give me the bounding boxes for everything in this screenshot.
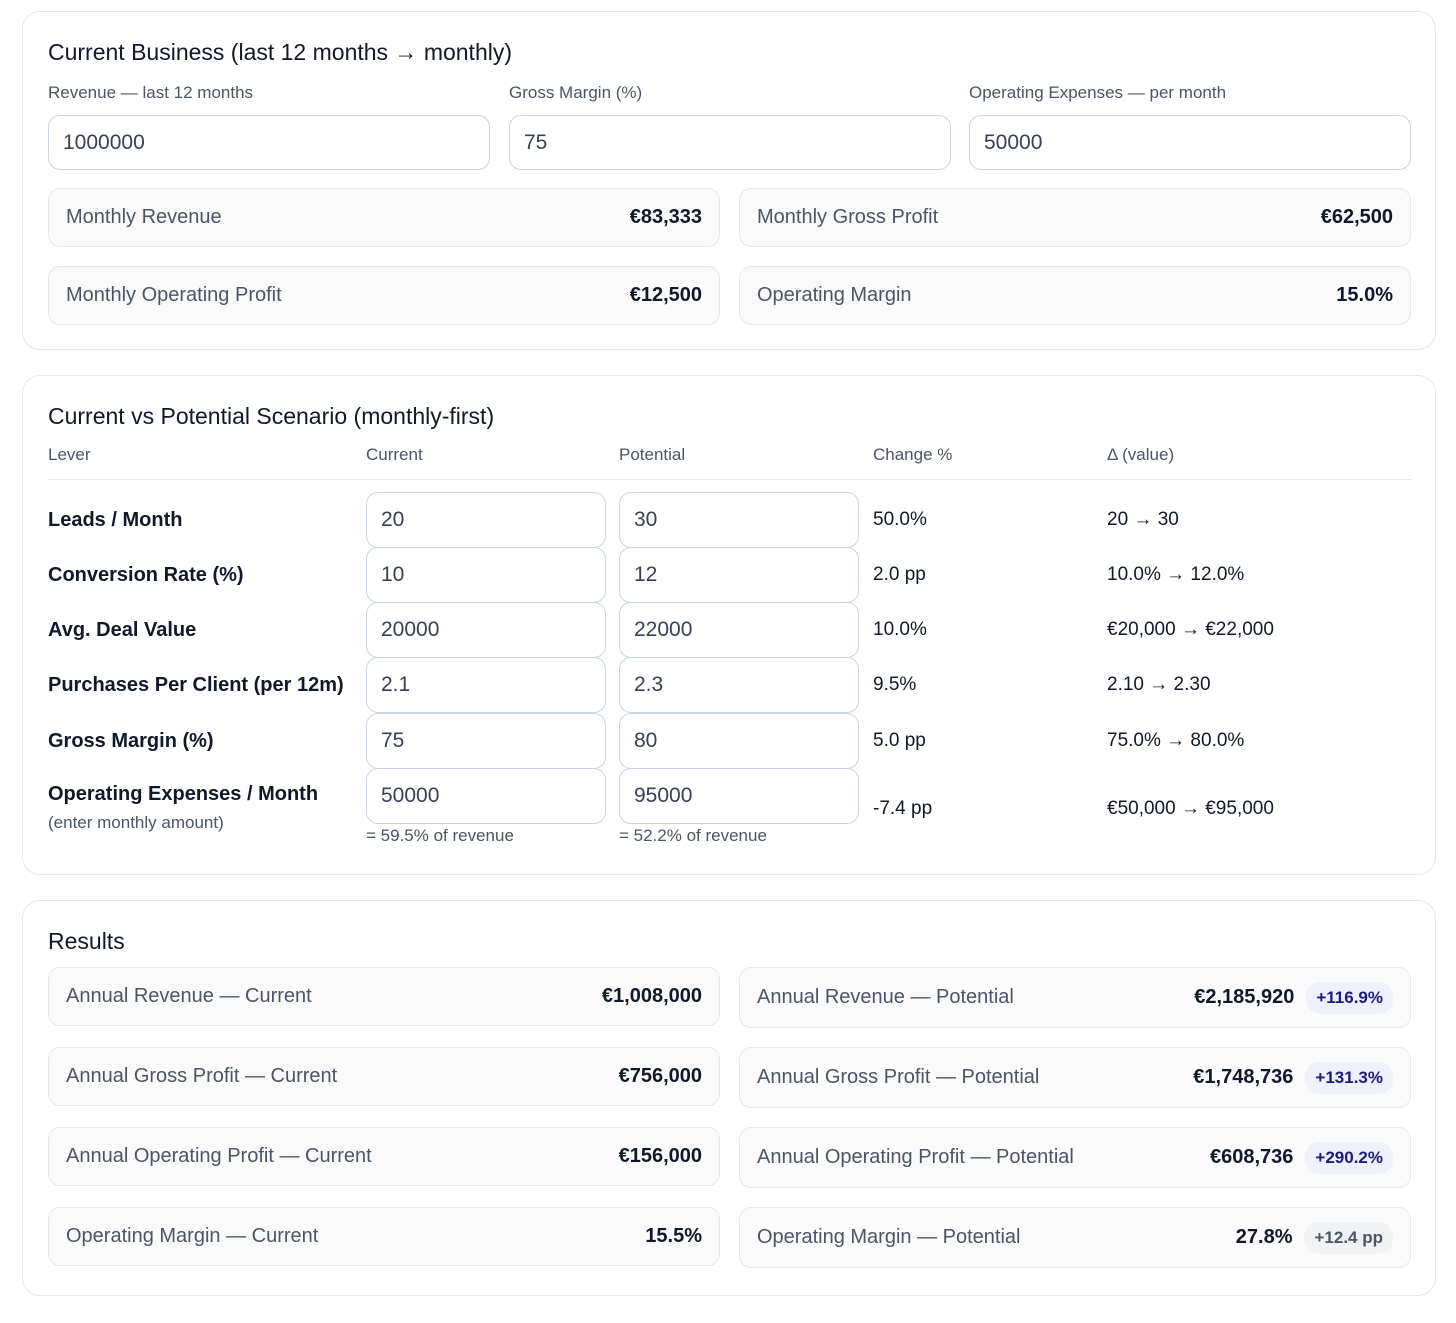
stat-label: Monthly Operating Profit (66, 284, 282, 306)
scenario-card: Current vs Potential Scenario (monthly-f… (22, 375, 1436, 875)
annual-operating-profit-current-stat: Annual Operating Profit — Current €156,0… (48, 1127, 720, 1186)
leads-potential-input[interactable] (619, 492, 859, 548)
stat-label: Operating Margin — Current (66, 1225, 319, 1247)
results-title: Results (48, 928, 125, 954)
gross-margin-change: 5.0 pp (873, 730, 926, 751)
annual-operating-profit-potential-stat: Annual Operating Profit — Potential €608… (739, 1127, 1411, 1188)
lever-operating-expenses-hint: (enter monthly amount) (48, 813, 224, 832)
results-card: Results Annual Revenue — Current €1,008,… (22, 900, 1436, 1296)
lever-purchases-per-client: Purchases Per Client (per 12m) (48, 674, 344, 696)
annual-revenue-current-stat: Annual Revenue — Current €1,008,000 (48, 967, 720, 1026)
change-badge: +131.3% (1305, 1061, 1393, 1094)
stat-value: €83,333 (629, 206, 702, 228)
conversion-potential-input[interactable] (619, 547, 859, 603)
current-business-title: Current Business (last 12 months → month… (48, 39, 513, 65)
conversion-current-input[interactable] (366, 547, 606, 603)
lever-conversion-rate: Conversion Rate (%) (48, 564, 244, 586)
stat-label: Monthly Gross Profit (757, 206, 939, 228)
gross-margin-delta: 75.0% → 80.0% (1107, 730, 1245, 751)
stat-value: 15.0% (1336, 284, 1393, 306)
stat-label: Annual Revenue — Current (66, 985, 312, 1007)
stat-value: €156,000 (618, 1145, 702, 1167)
opex-change: -7.4 pp (873, 798, 933, 819)
gross-margin-label: Gross Margin (%) (509, 83, 643, 102)
leads-current-input[interactable] (366, 492, 606, 548)
column-header-delta: Δ (value) (1107, 445, 1175, 464)
monthly-gross-profit-stat: Monthly Gross Profit €62,500 (739, 188, 1411, 247)
deal-value-change: 10.0% (873, 619, 927, 640)
scenario-title: Current vs Potential Scenario (monthly-f… (48, 403, 495, 429)
lever-gross-margin: Gross Margin (%) (48, 730, 214, 752)
stat-value: €62,500 (1320, 206, 1393, 228)
header-divider (48, 479, 1411, 480)
purchases-current-input[interactable] (366, 657, 606, 713)
stat-value: 27.8% (1235, 1226, 1293, 1248)
deal-value-current-input[interactable] (366, 602, 606, 658)
opex-current-input[interactable] (366, 768, 606, 824)
column-header-change: Change % (873, 445, 953, 464)
stat-label: Monthly Revenue (66, 206, 222, 228)
revenue-12m-label: Revenue — last 12 months (48, 83, 254, 102)
stat-value: 15.5% (645, 1225, 702, 1247)
opex-potential-input[interactable] (619, 768, 859, 824)
annual-gross-profit-current-stat: Annual Gross Profit — Current €756,000 (48, 1047, 720, 1106)
operating-margin-potential-stat: Operating Margin — Potential 27.8% +12.4… (739, 1207, 1411, 1268)
annual-gross-profit-potential-stat: Annual Gross Profit — Potential €1,748,7… (739, 1047, 1411, 1108)
lever-leads: Leads / Month (48, 509, 183, 531)
conversion-delta: 10.0% → 12.0% (1107, 564, 1245, 585)
gross-margin-potential-input[interactable] (619, 713, 859, 769)
stat-label: Annual Gross Profit — Potential (757, 1066, 1040, 1088)
conversion-change: 2.0 pp (873, 564, 926, 585)
change-badge: +290.2% (1305, 1141, 1393, 1174)
deal-value-delta: €20,000 → €22,000 (1107, 619, 1274, 640)
opex-potential-revenue-share: = 52.2% of revenue (619, 826, 767, 845)
stat-value: €756,000 (618, 1065, 702, 1087)
column-header-potential: Potential (619, 445, 686, 464)
purchases-change: 9.5% (873, 674, 917, 695)
operating-margin-current-stat: Operating Margin — Current 15.5% (48, 1207, 720, 1266)
stat-label: Annual Gross Profit — Current (66, 1065, 338, 1087)
leads-change: 50.0% (873, 509, 927, 530)
annual-revenue-potential-stat: Annual Revenue — Potential €2,185,920 +1… (739, 967, 1411, 1028)
leads-delta: 20 → 30 (1107, 509, 1179, 530)
purchases-potential-input[interactable] (619, 657, 859, 713)
opex-current-revenue-share: = 59.5% of revenue (366, 826, 514, 845)
column-header-current: Current (366, 445, 423, 464)
stat-value: €1,748,736 (1193, 1066, 1294, 1088)
opex-month-input[interactable] (969, 115, 1411, 170)
stat-value: €608,736 (1209, 1146, 1294, 1168)
opex-delta: €50,000 → €95,000 (1107, 798, 1274, 819)
monthly-operating-profit-stat: Monthly Operating Profit €12,500 (48, 266, 720, 325)
monthly-revenue-stat: Monthly Revenue €83,333 (48, 188, 720, 247)
stat-label: Operating Margin — Potential (757, 1226, 1021, 1248)
stat-label: Annual Operating Profit — Potential (757, 1146, 1074, 1168)
opex-month-label: Operating Expenses — per month (969, 83, 1227, 102)
stat-value: €1,008,000 (601, 985, 702, 1007)
lever-avg-deal-value: Avg. Deal Value (48, 619, 197, 641)
stat-label: Annual Operating Profit — Current (66, 1145, 372, 1167)
stat-value: €2,185,920 (1194, 986, 1295, 1008)
revenue-12m-input[interactable] (48, 115, 490, 170)
change-badge: +12.4 pp (1304, 1221, 1393, 1254)
deal-value-potential-input[interactable] (619, 602, 859, 658)
gross-margin-input[interactable] (509, 115, 951, 170)
gross-margin-current-input[interactable] (366, 713, 606, 769)
lever-operating-expenses: Operating Expenses / Month (48, 783, 319, 805)
change-badge: +116.9% (1306, 981, 1393, 1014)
stat-value: €12,500 (629, 284, 702, 306)
stat-label: Operating Margin (757, 284, 912, 306)
stat-label: Annual Revenue — Potential (757, 986, 1014, 1008)
current-business-card: Current Business (last 12 months → month… (22, 11, 1436, 350)
operating-margin-stat: Operating Margin 15.0% (739, 266, 1411, 325)
purchases-delta: 2.10 → 2.30 (1107, 674, 1211, 695)
column-header-lever: Lever (48, 445, 91, 464)
